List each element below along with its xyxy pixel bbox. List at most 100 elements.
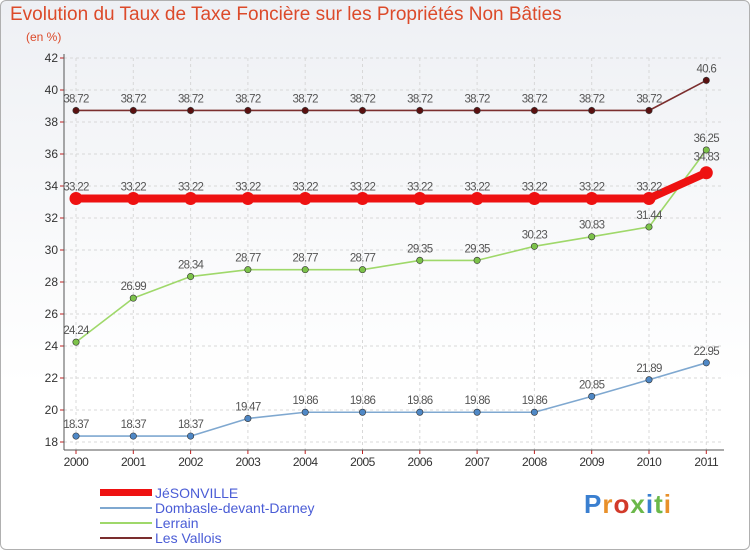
data-label-dombasle-devant-darney: 19.86: [522, 395, 548, 407]
data-label-lerrain: 29.35: [407, 243, 433, 255]
data-label-les-vallois: 38.72: [63, 93, 89, 105]
y-tick-label: 24: [45, 339, 59, 353]
data-label-les-vallois: 38.72: [350, 93, 376, 105]
data-point-dombasle-devant-darney: [473, 408, 481, 416]
data-label-dombasle-devant-darney: 18.37: [121, 419, 147, 431]
x-tick-label: 2004: [293, 455, 319, 469]
data-label-j-sonville: 33.22: [235, 181, 261, 193]
data-label-dombasle-devant-darney: 19.86: [407, 395, 433, 407]
data-point-j-sonville: [126, 191, 140, 205]
data-point-les-vallois: [72, 106, 80, 114]
legend-item-les-vallois: Les Vallois: [100, 530, 400, 547]
data-label-lerrain: 30.83: [579, 220, 605, 232]
data-label-j-sonville: 33.22: [579, 181, 605, 193]
data-point-les-vallois: [187, 106, 195, 114]
data-point-dombasle-devant-darney: [358, 408, 366, 416]
data-point-les-vallois: [530, 106, 538, 114]
series-line-lerrain: [75, 149, 708, 343]
chart-title: Evolution du Taux de Taxe Foncière sur l…: [10, 4, 562, 25]
data-label-les-vallois: 38.72: [121, 93, 147, 105]
y-tick-label: 42: [45, 51, 59, 65]
legend-item-jesonville: JéSONVILLE: [100, 485, 400, 502]
data-point-dombasle-devant-darney: [530, 408, 538, 416]
data-point-dombasle-devant-darney: [301, 408, 309, 416]
data-label-lerrain: 28.77: [293, 253, 319, 265]
data-label-lerrain: 28.77: [350, 253, 376, 265]
data-label-lerrain: 28.34: [178, 260, 205, 272]
data-label-les-vallois: 38.72: [178, 93, 204, 105]
data-point-lerrain: [588, 233, 596, 241]
data-point-j-sonville: [470, 191, 484, 205]
y-tick-label: 18: [45, 435, 59, 449]
data-label-les-vallois: 38.72: [464, 93, 490, 105]
data-label-dombasle-devant-darney: 22.95: [694, 346, 720, 358]
data-point-les-vallois: [416, 106, 424, 114]
data-label-dombasle-devant-darney: 21.89: [636, 363, 662, 375]
logo-letter: x: [630, 489, 646, 519]
data-label-lerrain: 26.99: [121, 281, 147, 293]
legend-swatch-dombasle: [100, 507, 152, 509]
data-point-lerrain: [416, 256, 424, 264]
x-tick-label: 2005: [350, 455, 376, 469]
data-point-les-vallois: [702, 76, 710, 84]
y-tick-label: 30: [45, 243, 59, 257]
x-tick-label: 2007: [465, 455, 491, 469]
data-point-j-sonville: [69, 191, 83, 205]
legend-label-jesonville: JéSONVILLE: [155, 485, 239, 501]
legend-label-les-vallois: Les Vallois: [155, 530, 222, 546]
data-point-j-sonville: [585, 191, 599, 205]
data-point-dombasle-devant-darney: [702, 359, 710, 367]
data-point-les-vallois: [244, 106, 252, 114]
data-point-j-sonville: [184, 191, 198, 205]
data-label-lerrain: 30.23: [522, 229, 548, 241]
data-point-lerrain: [187, 273, 195, 281]
y-tick-label: 20: [45, 403, 59, 417]
data-label-j-sonville: 33.22: [636, 181, 662, 193]
data-point-dombasle-devant-darney: [187, 432, 195, 440]
data-label-j-sonville: 33.22: [350, 181, 376, 193]
y-axis-unit: (en %): [26, 30, 62, 44]
legend-label-lerrain: Lerrain: [155, 515, 199, 531]
y-tick-label: 22: [45, 371, 59, 385]
data-point-lerrain: [530, 242, 538, 250]
data-point-dombasle-devant-darney: [129, 432, 137, 440]
y-tick-label: 40: [45, 83, 59, 97]
data-point-lerrain: [129, 294, 137, 302]
data-label-dombasle-devant-darney: 19.86: [464, 395, 490, 407]
logo-letter: t: [654, 489, 664, 519]
data-label-j-sonville: 33.22: [464, 181, 490, 193]
logo-letter: P: [584, 489, 603, 519]
x-tick-label: 2003: [236, 455, 262, 469]
data-point-lerrain: [702, 146, 710, 154]
logo-letter: o: [613, 489, 631, 519]
data-point-lerrain: [301, 266, 309, 274]
data-point-dombasle-devant-darney: [416, 408, 424, 416]
data-label-lerrain: 24.24: [63, 325, 90, 337]
data-label-les-vallois: 38.72: [522, 93, 548, 105]
data-label-dombasle-devant-darney: 19.86: [350, 395, 376, 407]
data-point-dombasle-devant-darney: [244, 414, 252, 422]
data-label-lerrain: 28.77: [235, 253, 261, 265]
data-label-j-sonville: 33.22: [522, 181, 548, 193]
x-tick-label: 2009: [579, 455, 605, 469]
data-label-j-sonville: 33.22: [178, 181, 204, 193]
series-line-j-sonville: [72, 168, 711, 203]
data-label-j-sonville: 33.22: [63, 181, 89, 193]
data-point-dombasle-devant-darney: [72, 432, 80, 440]
data-label-lerrain: 29.35: [464, 243, 490, 255]
data-label-les-vallois: 40.6: [697, 63, 717, 75]
data-label-les-vallois: 38.72: [293, 93, 319, 105]
data-point-j-sonville: [527, 191, 541, 205]
legend-swatch-jesonville: [100, 489, 152, 496]
data-point-dombasle-devant-darney: [588, 392, 596, 400]
data-point-les-vallois: [129, 106, 137, 114]
data-label-j-sonville: 33.22: [407, 181, 433, 193]
logo-letter: i: [645, 489, 655, 519]
y-tick-label: 38: [45, 115, 59, 129]
legend-item-lerrain: Lerrain: [100, 515, 400, 532]
data-label-dombasle-devant-darney: 18.37: [178, 419, 204, 431]
data-label-dombasle-devant-darney: 19.86: [293, 395, 319, 407]
data-point-j-sonville: [241, 191, 255, 205]
